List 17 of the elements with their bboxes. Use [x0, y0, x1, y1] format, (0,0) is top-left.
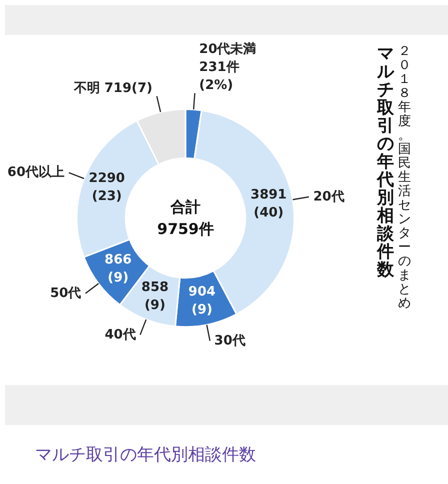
text: 合計 9759件 [157, 198, 214, 238]
text: マルチ取引の年代別相談件数 [34, 444, 256, 467]
slice-label: 20代 [313, 189, 344, 204]
slice-label: 40代 [104, 327, 136, 342]
chart-title: マルチ取引の年代別相談件数 [377, 44, 394, 280]
data-label: 2290 (23) [88, 170, 125, 204]
data-label: 904 (9) [188, 284, 216, 318]
slice-label: 50代 [50, 286, 82, 301]
data-label: 231件 (2%) [199, 60, 240, 94]
slice-label: 30代 [214, 333, 246, 348]
slice-label: 20代未満 [199, 42, 256, 58]
slice-label: 60代以上 [7, 165, 65, 180]
data-label: 866 (9) [104, 252, 132, 286]
data-label: 858 (9) [141, 280, 169, 314]
slice-label: 不明 719(7) [72, 81, 152, 96]
text: ２０１８年度。国民生活センターのまとめ [398, 44, 411, 311]
data-label: 3891 (40) [250, 187, 287, 220]
